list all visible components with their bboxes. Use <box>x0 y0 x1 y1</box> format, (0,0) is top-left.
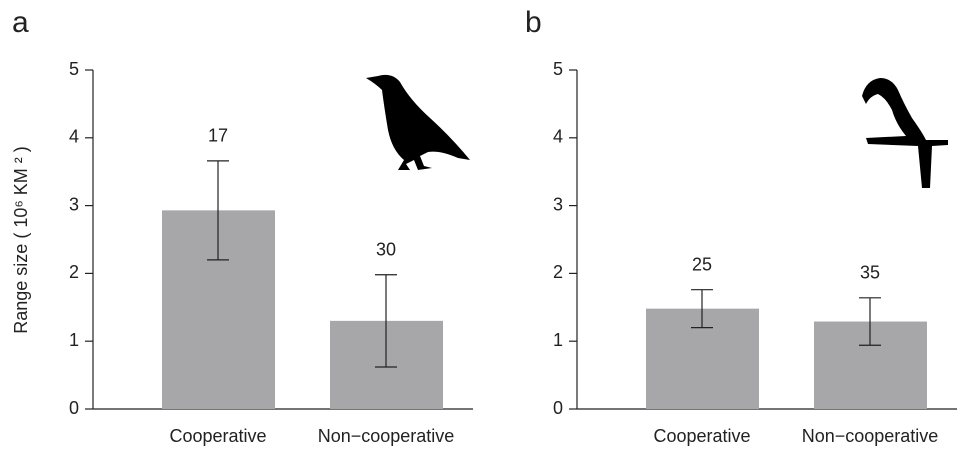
x-tick-label: Cooperative <box>653 426 750 446</box>
sample-size-label: 25 <box>692 254 712 274</box>
x-tick-label: Non−cooperative <box>318 426 455 446</box>
figure: a Range size ( 10⁶ KM ² ) 0 1 2 3 4 5 17 Cooperat… <box>0 0 963 450</box>
y-tick-label: 2 <box>553 262 563 282</box>
y-tick-label: 1 <box>69 330 79 350</box>
y-tick-label: 5 <box>553 59 563 79</box>
x-tick-label: Cooperative <box>169 426 266 446</box>
y-tick-label: 5 <box>69 59 79 79</box>
panel-label: b <box>525 6 542 39</box>
bird-icon <box>862 78 948 188</box>
y-axis-label: Range size ( 10⁶ KM ² ) <box>11 146 31 333</box>
y-tick-label: 0 <box>69 398 79 418</box>
y-tick-label: 4 <box>553 127 563 147</box>
y-tick-label: 1 <box>553 330 563 350</box>
y-tick-label: 3 <box>69 194 79 214</box>
page: {"chart_data": [ {"type": "bar", "panel_… <box>0 0 963 450</box>
y-tick-label: 0 <box>553 398 563 418</box>
panel-label: a <box>12 6 29 39</box>
bird-icon <box>366 75 470 170</box>
x-tick-label: Non−cooperative <box>802 426 939 446</box>
sample-size-label: 35 <box>860 263 880 283</box>
y-tick-label: 2 <box>69 262 79 282</box>
y-tick-label: 3 <box>553 194 563 214</box>
sample-size-label: 30 <box>376 240 396 260</box>
sample-size-label: 17 <box>208 126 228 146</box>
y-tick-label: 4 <box>69 127 79 147</box>
